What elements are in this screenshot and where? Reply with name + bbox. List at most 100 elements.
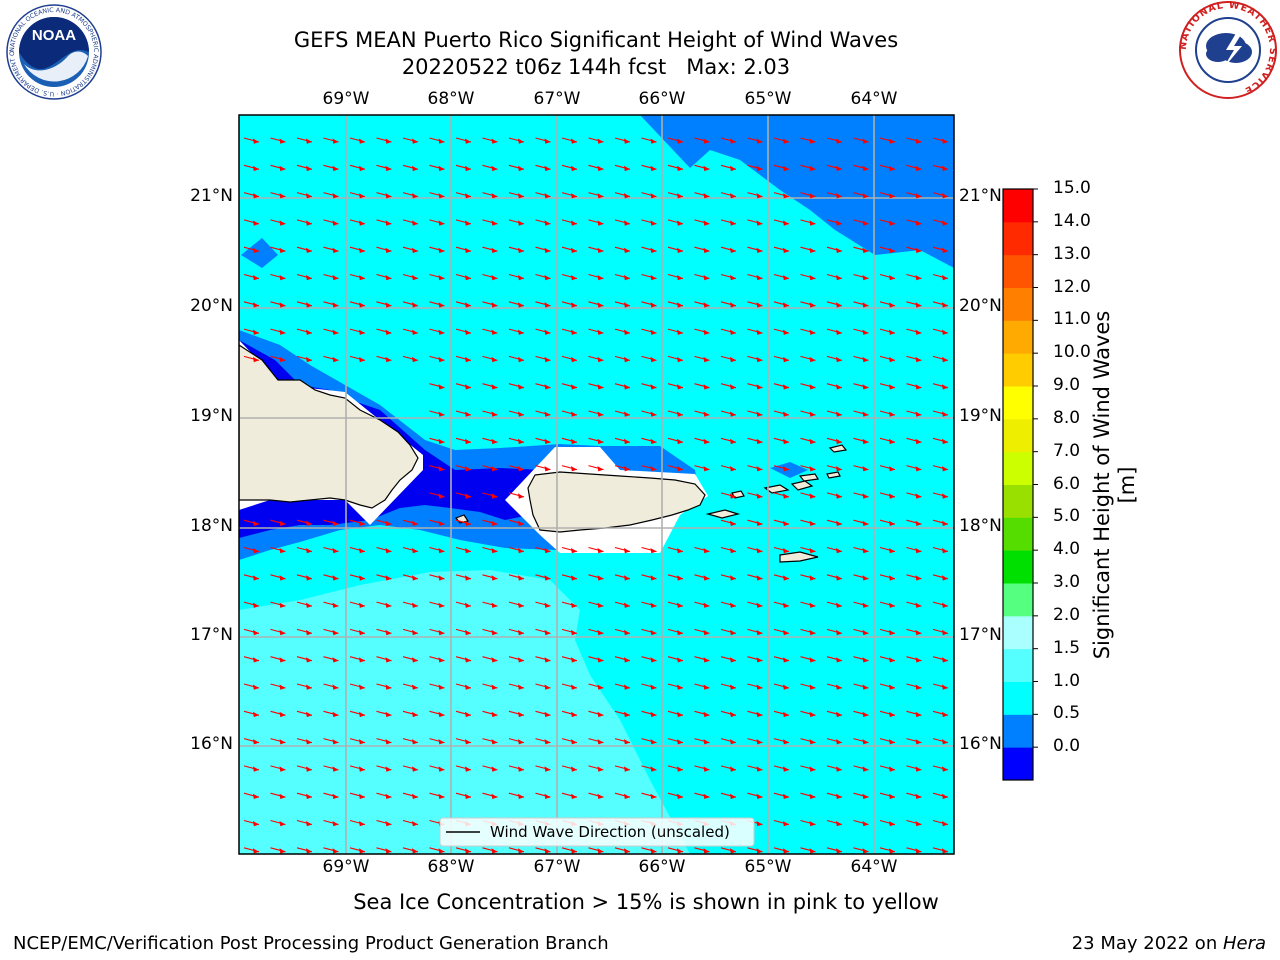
wind-arrow-head — [491, 329, 498, 335]
wind-arrow-head — [624, 138, 630, 144]
wind-arrow-head — [438, 384, 445, 390]
wind-arrow-head — [862, 821, 869, 827]
wind-arrow-head — [279, 356, 286, 363]
wind-arrow-head — [889, 629, 895, 636]
wind-arrow-head — [385, 766, 392, 772]
colorbar-segment — [1003, 583, 1033, 617]
wind-arrow-head — [385, 548, 392, 554]
wind-arrow-head — [306, 520, 312, 526]
wind-arrow-head — [836, 247, 842, 253]
wind-arrow-head — [756, 821, 763, 827]
wind-arrow-head — [624, 657, 630, 663]
wind-arrow-head — [359, 220, 365, 226]
wind-arrow-head — [465, 138, 471, 144]
wind-arrow-head — [942, 138, 948, 144]
wind-arrow-head — [359, 602, 365, 608]
wind-arrow-head — [332, 329, 339, 335]
wind-arrow-head — [836, 138, 842, 144]
wind-arrow-head — [862, 356, 869, 363]
y-tick-left: 21°N — [190, 186, 233, 206]
wind-arrow-head — [253, 848, 259, 854]
wind-arrow-head — [677, 793, 683, 799]
wind-arrow-head — [544, 329, 551, 335]
wind-arrow-head — [889, 466, 895, 472]
wind-arrow-head — [915, 766, 922, 772]
wind-arrow-head — [465, 165, 471, 172]
colorbar-segment — [1003, 221, 1033, 256]
wind-arrow-head — [836, 657, 842, 663]
wind-arrow-head — [597, 356, 604, 363]
wind-arrow-head — [465, 247, 471, 253]
wind-arrow-head — [915, 821, 922, 827]
wind-arrow-head — [385, 575, 392, 581]
wind-arrow-head — [279, 548, 286, 554]
wind-arrow-head — [544, 766, 551, 772]
wind-arrow-head — [915, 193, 922, 199]
colorbar-segment — [1003, 550, 1033, 584]
wind-arrow-head — [412, 821, 418, 827]
wind-arrow-head — [836, 384, 842, 390]
wind-arrow-head — [942, 329, 948, 335]
wind-arrow-head — [624, 275, 630, 281]
wind-arrow-head — [703, 466, 710, 472]
wind-arrow-head — [306, 165, 312, 172]
wind-arrow-head — [571, 629, 577, 636]
wind-arrow-head — [756, 766, 763, 772]
wind-arrow-head — [889, 275, 895, 281]
wind-arrow-head — [253, 793, 259, 799]
wind-arrow-head — [730, 848, 736, 854]
wind-arrow-head — [809, 739, 816, 745]
y-tick-left: 18°N — [190, 516, 233, 536]
wind-arrow-head — [465, 411, 471, 417]
wind-arrow-head — [756, 602, 763, 608]
wind-arrow-head — [836, 466, 842, 472]
wind-arrow-head — [438, 793, 445, 799]
wind-arrow-head — [544, 711, 551, 718]
wind-arrow-head — [677, 329, 683, 335]
wind-arrow-head — [862, 793, 869, 799]
wind-arrow-head — [624, 384, 630, 390]
wind-arrow-head — [332, 657, 339, 663]
wind-arrow-head — [491, 657, 498, 663]
wind-arrow-head — [889, 520, 895, 526]
wind-arrow-head — [836, 684, 842, 690]
wind-arrow-head — [412, 575, 418, 581]
wind-arrow-head — [677, 138, 683, 144]
wind-arrow-head — [597, 247, 604, 253]
wind-arrow-head — [438, 275, 445, 281]
wind-arrow-head — [253, 548, 259, 554]
wind-arrow-head — [253, 629, 259, 636]
wind-arrow-head — [306, 848, 312, 854]
wind-arrow-head — [889, 548, 895, 554]
wind-arrow-head — [491, 220, 498, 226]
wind-arrow-head — [809, 302, 816, 308]
wind-arrow-head — [465, 629, 471, 636]
wind-arrow-head — [359, 821, 365, 827]
wind-arrow-head — [412, 329, 418, 335]
wind-arrow-head — [465, 602, 471, 608]
wind-arrow-head — [862, 575, 869, 581]
wind-arrow-head — [677, 629, 683, 636]
wind-arrow-head — [518, 411, 524, 417]
footer-host: Hera — [1222, 933, 1266, 954]
wind-arrow-head — [862, 411, 869, 417]
wind-arrow-head — [385, 793, 392, 799]
wind-arrow-head — [253, 356, 259, 363]
land-tortola — [798, 473, 819, 482]
wind-arrow-head — [624, 602, 630, 608]
wind-arrow-head — [730, 220, 736, 226]
wind-arrow-head — [518, 438, 524, 445]
wind-arrow-head — [412, 766, 418, 772]
wind-arrow-head — [624, 466, 630, 472]
colorbar-segment — [1003, 418, 1033, 453]
wind-arrow-head — [783, 220, 789, 226]
wind-arrow-head — [518, 766, 524, 772]
wind-arrow-head — [836, 848, 842, 854]
wind-arrow-head — [359, 138, 365, 144]
wind-arrow-head — [438, 411, 445, 417]
colorbar-segment — [1003, 648, 1033, 682]
wind-arrow-head — [915, 848, 922, 854]
wind-arrow-head — [332, 247, 339, 253]
wind-arrow-head — [942, 602, 948, 608]
wind-arrow-head — [438, 575, 445, 581]
